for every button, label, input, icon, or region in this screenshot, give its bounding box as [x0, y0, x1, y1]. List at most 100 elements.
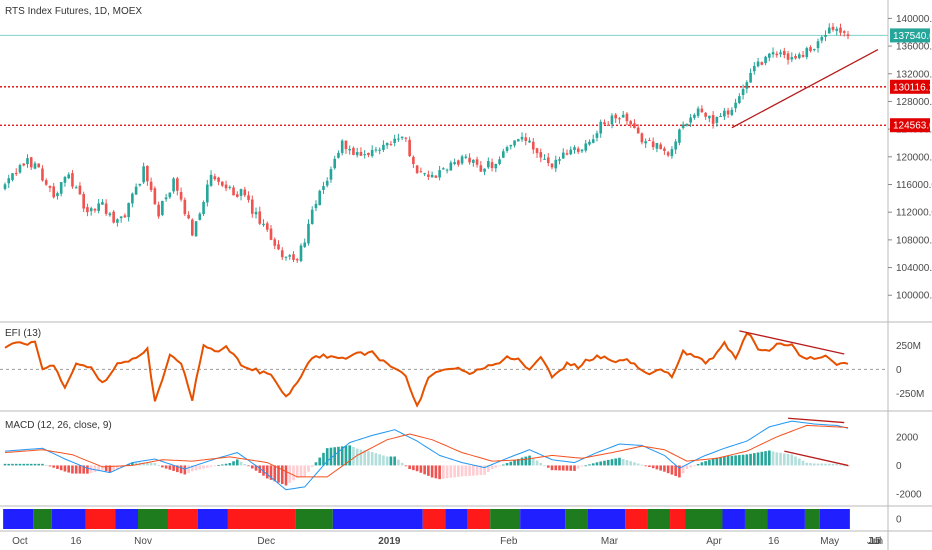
candle-body	[659, 144, 662, 150]
candle-body	[490, 162, 494, 169]
candle-body	[745, 82, 749, 89]
candle-body	[704, 112, 707, 117]
signal-line	[4, 424, 849, 478]
price-tick-label: 116000.0	[896, 180, 932, 191]
candle-body	[674, 141, 677, 150]
candle-body	[348, 148, 352, 151]
candle-body	[618, 118, 621, 120]
price-pane[interactable]: 140000.0136000.0132000.0128000.0124000.0…	[0, 6, 932, 302]
macd-hist-bar	[827, 463, 831, 466]
color-segment	[490, 509, 521, 529]
macd-hist-bar	[693, 465, 696, 467]
macd-hist-bar	[565, 465, 569, 471]
color-segment	[227, 509, 296, 529]
macd-hist-bar	[700, 462, 704, 466]
candle-body	[146, 165, 149, 182]
macd-hist-bar	[708, 459, 711, 466]
candle-body	[846, 34, 850, 37]
last-price-tag: 137540.0	[893, 31, 932, 42]
candle-body	[509, 144, 513, 147]
macd-hist-bar	[187, 465, 190, 473]
candle-body	[573, 147, 576, 150]
candle-body	[666, 152, 670, 156]
candle-body	[636, 127, 640, 134]
efi-trend-line[interactable]	[739, 330, 845, 355]
macd-hist-bar	[640, 464, 644, 466]
macd-hist-bar	[3, 463, 7, 466]
candle-body	[378, 149, 381, 151]
macd-hist-bar	[655, 465, 659, 470]
macd-trend-line	[788, 417, 845, 424]
time-tick-label: Nov	[134, 536, 152, 547]
macd-hist-bar	[674, 465, 677, 477]
candle-body	[179, 191, 183, 200]
macd-hist-bar	[790, 454, 794, 466]
macd-hist-bar	[191, 465, 194, 472]
candle-body	[370, 150, 374, 156]
candle-body	[183, 199, 187, 215]
macd-hist-bar	[468, 465, 471, 476]
macd-hist-bar	[314, 462, 318, 466]
macd-trend-lines[interactable]	[784, 417, 849, 467]
macd-hist-bar	[11, 463, 14, 466]
color-segment	[670, 509, 686, 529]
macd-hist-bar	[239, 461, 243, 466]
macd-hist-bar	[303, 465, 307, 477]
macd-hist-bar	[723, 456, 726, 466]
candle-body	[753, 66, 756, 72]
candle-body	[505, 147, 509, 151]
candle-body	[749, 72, 752, 83]
candle-body	[258, 211, 262, 224]
macd-hist-bar	[7, 463, 11, 466]
candle-body	[33, 163, 37, 169]
macd-hist-bar	[768, 450, 771, 466]
macd-hist-bar	[621, 458, 625, 466]
macd-hist-bar	[280, 465, 284, 485]
candle-body	[397, 138, 400, 140]
candle-body	[835, 28, 839, 31]
efi-pane[interactable]: 250M 0 -250M EFI (13)	[0, 328, 924, 408]
candle-body	[531, 141, 535, 150]
macd-hist-bar	[389, 456, 393, 466]
candle-body	[419, 171, 423, 173]
macd-hist-bar	[427, 465, 430, 476]
macd-hist-bar	[449, 465, 453, 478]
candle-body	[516, 139, 520, 142]
macd-hist-bar	[644, 465, 647, 467]
candle-body	[786, 53, 790, 60]
macd-hist-bar	[269, 465, 273, 480]
macd-hist-bar	[509, 461, 513, 466]
candle-body	[314, 203, 318, 209]
macd-pane[interactable]: 2000 0 -2000 MACD (12, 26, close, 9)	[3, 417, 922, 501]
candle-body	[134, 186, 138, 195]
macd-hist-bar	[74, 465, 78, 474]
macd-hist-bar	[202, 465, 205, 469]
candle-body	[149, 181, 153, 190]
candle-body	[584, 143, 588, 151]
macd-hist-bar	[378, 454, 381, 466]
candle-body	[621, 114, 625, 118]
macd-hist-bar	[322, 452, 325, 466]
macd-hist-bar	[352, 447, 355, 466]
candle-body	[262, 223, 265, 226]
macd-hist-bar	[764, 451, 767, 466]
candle-body	[464, 156, 468, 158]
color-bars-pane[interactable]: 0	[3, 509, 902, 529]
candle-body	[232, 187, 235, 196]
candle-body	[116, 219, 119, 223]
candle-body	[487, 161, 490, 168]
candle-body	[393, 138, 396, 143]
macd-hist-bar	[490, 465, 494, 470]
candle-body	[719, 116, 722, 118]
candle-body	[228, 186, 232, 188]
macd-hist-bar	[295, 465, 299, 478]
macd-hist-bar	[535, 460, 539, 466]
macd-hist-bar	[52, 465, 56, 468]
candle-body	[176, 178, 179, 191]
candle-body	[561, 152, 565, 159]
macd-hist-bar	[198, 465, 202, 470]
candle-body	[569, 149, 573, 155]
price-trend-line[interactable]	[731, 48, 879, 129]
